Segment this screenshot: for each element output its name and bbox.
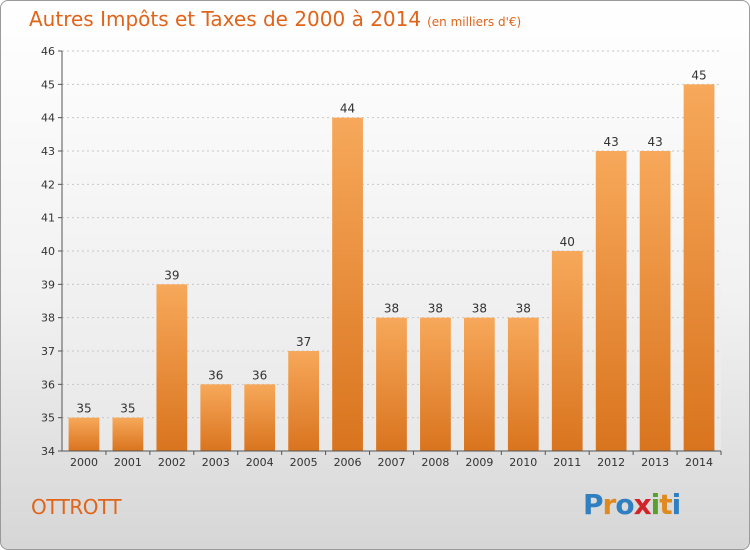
bars: 35 35 39 36 36 37 44 38 38 38 38 40 43 43 45 (68, 68, 715, 452)
x-tick-label: 2008 (421, 456, 449, 469)
data-label: 35 (120, 402, 135, 416)
data-label: 38 (516, 302, 531, 316)
bar (288, 351, 320, 451)
bar (332, 117, 363, 452)
x-tick-label: 2010 (509, 456, 537, 469)
y-tick-label: 46 (41, 45, 55, 58)
logo-letter: r (602, 488, 617, 521)
bar (551, 251, 583, 451)
bar (200, 384, 232, 451)
data-label: 38 (384, 302, 399, 316)
x-tick-label: 2013 (641, 456, 669, 469)
data-label: 36 (208, 368, 223, 382)
bar (376, 317, 407, 451)
chart-title-text: Autres Impôts et Taxes de 2000 à 2014 (29, 7, 422, 31)
data-label: 38 (472, 302, 487, 316)
bar (507, 317, 539, 451)
x-tick-label: 2000 (70, 456, 98, 469)
logo-letter: t (659, 488, 672, 521)
data-label: 37 (296, 335, 311, 349)
y-tick-label: 36 (41, 378, 55, 391)
y-tick-label: 34 (41, 445, 55, 458)
bar (595, 151, 627, 451)
bar (420, 317, 451, 451)
x-tick-label: 2007 (378, 456, 406, 469)
logo-letter: o (615, 488, 634, 521)
chart-subtitle: (en milliers d'€) (427, 15, 522, 29)
bar (463, 317, 495, 451)
y-tick-label: 42 (41, 178, 55, 191)
data-label: 39 (164, 268, 179, 282)
data-label: 44 (340, 102, 355, 116)
logo-letter: P (583, 488, 604, 521)
y-tick-label: 39 (41, 278, 55, 291)
y-tick-label: 38 (41, 312, 55, 325)
logo-letter: i (671, 488, 682, 521)
bar (112, 417, 144, 451)
chart-title: Autres Impôts et Taxes de 2000 à 2014 (en… (29, 7, 521, 31)
x-tick-label: 2005 (290, 456, 318, 469)
data-label: 40 (560, 235, 575, 249)
y-tick-label: 41 (41, 212, 55, 225)
x-tick-label: 2004 (246, 456, 274, 469)
y-tick-label: 45 (41, 78, 55, 91)
logo-letter: x (633, 488, 652, 521)
x-tick-label: 2001 (114, 456, 142, 469)
data-label: 45 (691, 68, 706, 82)
x-tick-label: 2009 (465, 456, 493, 469)
data-label: 36 (252, 368, 267, 382)
data-label: 43 (604, 135, 619, 149)
bar (244, 384, 276, 451)
y-tick-label: 40 (41, 245, 55, 258)
bar (639, 151, 671, 451)
y-tick-label: 44 (41, 112, 55, 125)
x-tick-label: 2011 (553, 456, 581, 469)
axes: 34 35 36 37 38 39 40 41 42 43 44 45 46 2000 2001 2002 20… (41, 45, 722, 469)
y-tick-label: 37 (41, 345, 55, 358)
data-label: 43 (647, 135, 662, 149)
data-label: 35 (76, 402, 91, 416)
logo-letter: i (650, 488, 661, 521)
x-tick-label: 2006 (334, 456, 362, 469)
x-tick-label: 2014 (685, 456, 713, 469)
x-tick-label: 2003 (202, 456, 230, 469)
commune-name: OTTROTT (31, 495, 122, 519)
bar (68, 417, 100, 451)
y-tick-label: 43 (41, 145, 55, 158)
x-tick-label: 2012 (597, 456, 625, 469)
y-tick-label: 35 (41, 412, 55, 425)
data-label: 38 (428, 302, 443, 316)
bar (683, 84, 715, 451)
bar (156, 284, 188, 451)
proxiti-logo: Proxiti (583, 488, 682, 521)
x-tick-label: 2002 (158, 456, 186, 469)
